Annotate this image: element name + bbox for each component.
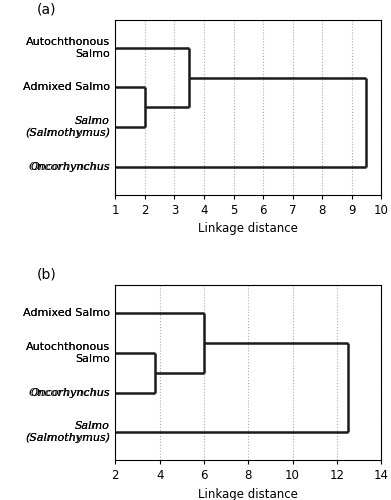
Text: Oncorhynchus: Oncorhynchus: [29, 388, 110, 398]
Text: (a): (a): [37, 2, 56, 16]
Text: Oncorhynchus: Oncorhynchus: [30, 162, 110, 172]
Text: Salmo
(Salmothymus): Salmo (Salmothymus): [25, 116, 110, 138]
Text: Admixed Salmo: Admixed Salmo: [23, 82, 110, 92]
X-axis label: Linkage distance: Linkage distance: [198, 222, 298, 235]
Text: Autochthonous
Salmo: Autochthonous Salmo: [26, 342, 110, 363]
Text: Oncorhynchus: Oncorhynchus: [30, 388, 110, 398]
Text: Salmo
(Salmothymus): Salmo (Salmothymus): [25, 421, 110, 444]
Text: Admixed Salmo: Admixed Salmo: [23, 308, 110, 318]
Text: Admixed Salmo: Admixed Salmo: [23, 82, 110, 92]
X-axis label: Linkage distance: Linkage distance: [198, 488, 298, 500]
Text: Autochthonous
Salmo: Autochthonous Salmo: [26, 37, 110, 58]
Text: Autochthonous
Salmo: Autochthonous Salmo: [26, 342, 110, 363]
Text: Oncorhynchus: Oncorhynchus: [29, 162, 110, 172]
Text: Admixed Salmo: Admixed Salmo: [23, 308, 110, 318]
Text: Salmo
(Salmothymus): Salmo (Salmothymus): [25, 422, 110, 443]
Text: Autochthonous
Salmo: Autochthonous Salmo: [26, 37, 110, 58]
Text: Salmo
(Salmothymus): Salmo (Salmothymus): [25, 116, 110, 138]
Text: (b): (b): [37, 268, 57, 282]
